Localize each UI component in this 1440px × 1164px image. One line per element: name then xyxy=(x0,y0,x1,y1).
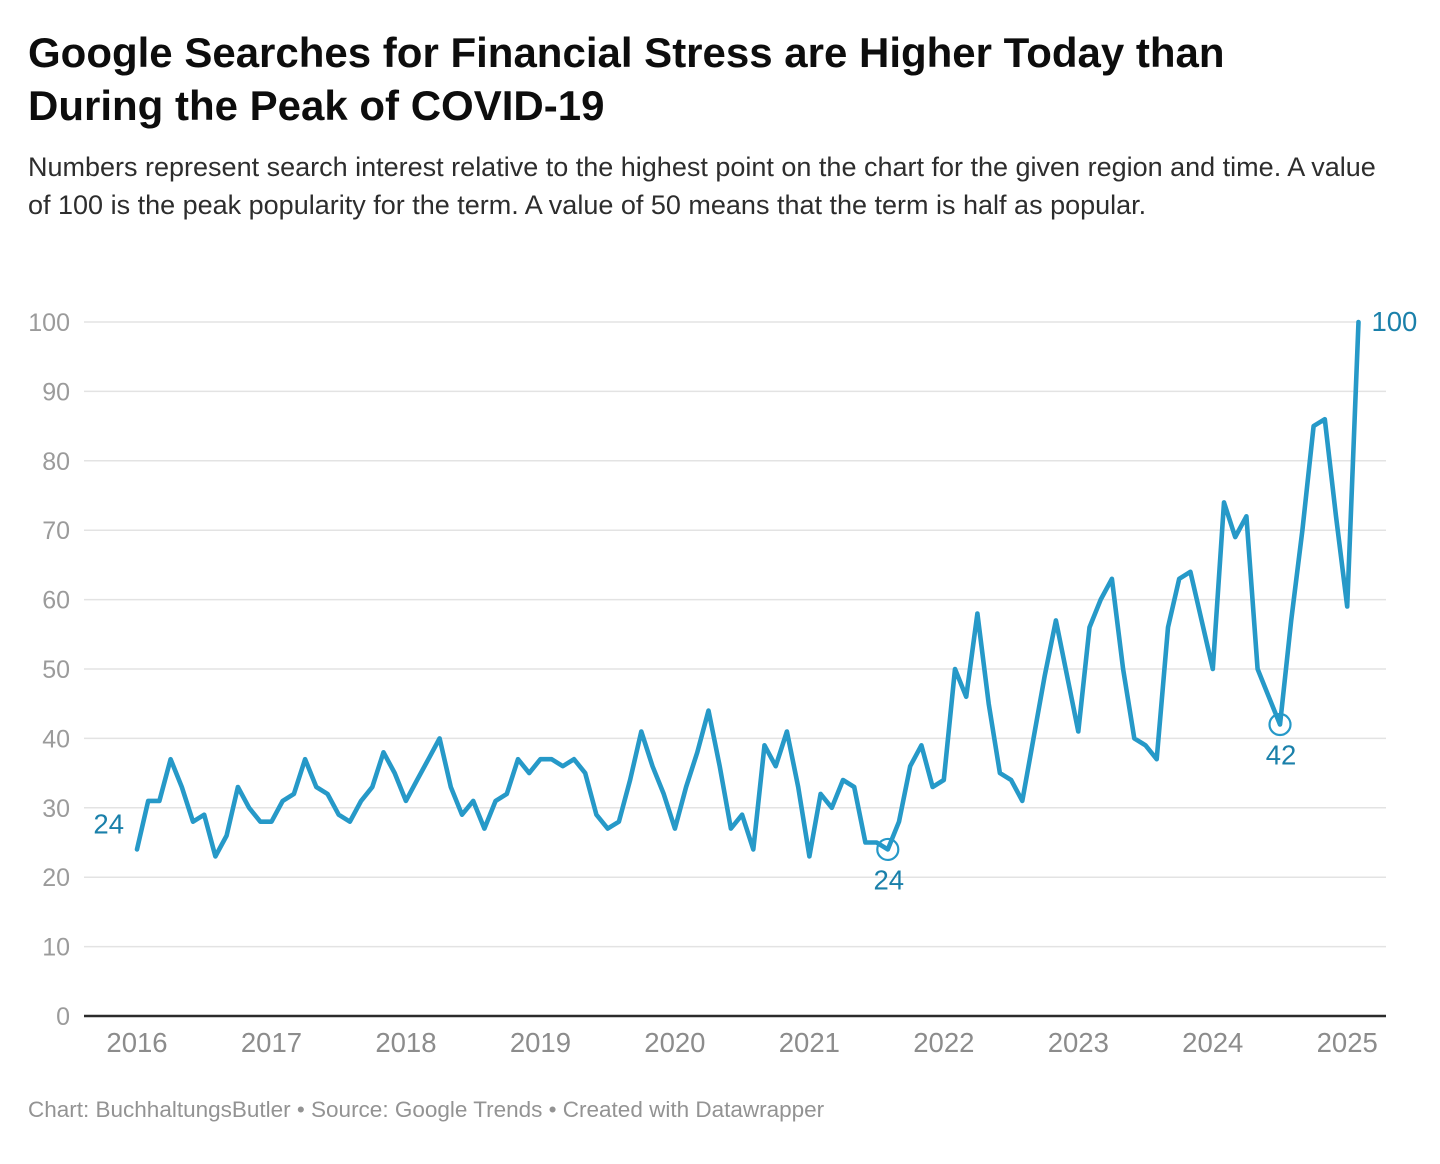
x-axis-tick-label: 2017 xyxy=(241,1027,302,1058)
y-axis-tick-label: 0 xyxy=(56,1003,70,1031)
annotation-circle xyxy=(876,837,900,862)
footer-credits: Chart: BuchhaltungsButler • Source: Goog… xyxy=(28,1097,825,1122)
y-axis-tick-label: 40 xyxy=(42,725,70,753)
x-axis-tick-label: 2022 xyxy=(913,1027,974,1058)
annotation-label: 100 xyxy=(1371,306,1417,337)
y-axis-tick-label: 70 xyxy=(42,517,70,545)
y-axis-tick-label: 80 xyxy=(42,448,70,476)
x-axis-tick-label: 2019 xyxy=(510,1027,571,1058)
x-axis-tick-label: 2024 xyxy=(1182,1027,1243,1058)
x-axis-tick-label: 2018 xyxy=(375,1027,436,1058)
x-axis-tick-label: 2021 xyxy=(779,1027,840,1058)
annotation-label: 24 xyxy=(874,864,905,895)
x-axis-tick-label: 2016 xyxy=(106,1027,167,1058)
y-axis-tick-label: 60 xyxy=(42,587,70,615)
trend-line xyxy=(134,319,1361,859)
y-axis-tick-label: 30 xyxy=(42,795,70,823)
y-axis-tick-label: 100 xyxy=(28,309,70,337)
chart-description: Numbers represent search interest relati… xyxy=(28,151,1376,220)
annotation-label: 24 xyxy=(93,808,124,839)
x-axis-tick-label: 2023 xyxy=(1048,1027,1109,1058)
annotation-circle xyxy=(1268,712,1292,737)
annotation-label: 42 xyxy=(1266,740,1297,771)
x-axis-tick-label: 2025 xyxy=(1317,1027,1378,1058)
y-axis-tick-label: 90 xyxy=(42,378,70,406)
y-axis-tick-label: 20 xyxy=(42,864,70,892)
page-title: Google Searches for Financial Stress are… xyxy=(28,29,1225,130)
y-axis-tick-label: 10 xyxy=(42,934,70,962)
x-axis-tick-label: 2020 xyxy=(644,1027,705,1058)
y-axis-tick-label: 50 xyxy=(42,656,70,684)
